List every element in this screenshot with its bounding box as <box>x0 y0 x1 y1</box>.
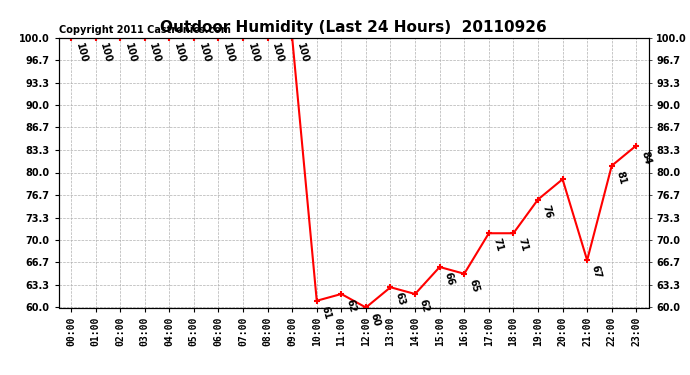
Text: 100: 100 <box>246 42 261 64</box>
Text: 62: 62 <box>418 298 431 314</box>
Text: 76: 76 <box>541 204 554 219</box>
Text: 60: 60 <box>368 312 382 327</box>
Text: Copyright 2011 Castronics.com: Copyright 2011 Castronics.com <box>59 25 230 35</box>
Text: 100: 100 <box>98 42 113 64</box>
Text: 65: 65 <box>467 278 480 294</box>
Text: 81: 81 <box>615 170 628 186</box>
Text: 84: 84 <box>639 150 652 165</box>
Text: 100: 100 <box>197 42 212 64</box>
Text: 61: 61 <box>319 305 333 321</box>
Text: 100: 100 <box>221 42 236 64</box>
Text: 62: 62 <box>344 298 357 314</box>
Text: 71: 71 <box>516 237 529 253</box>
Text: 71: 71 <box>491 237 505 253</box>
Text: 67: 67 <box>590 264 603 280</box>
Text: 66: 66 <box>442 271 455 287</box>
Text: 100: 100 <box>295 42 310 64</box>
Text: 63: 63 <box>393 291 406 307</box>
Text: 100: 100 <box>123 42 138 64</box>
Text: 100: 100 <box>74 42 88 64</box>
Text: 100: 100 <box>172 42 187 64</box>
Text: 100: 100 <box>148 42 162 64</box>
Title: Outdoor Humidity (Last 24 Hours)  20110926: Outdoor Humidity (Last 24 Hours) 2011092… <box>160 20 547 35</box>
Text: 100: 100 <box>270 42 285 64</box>
